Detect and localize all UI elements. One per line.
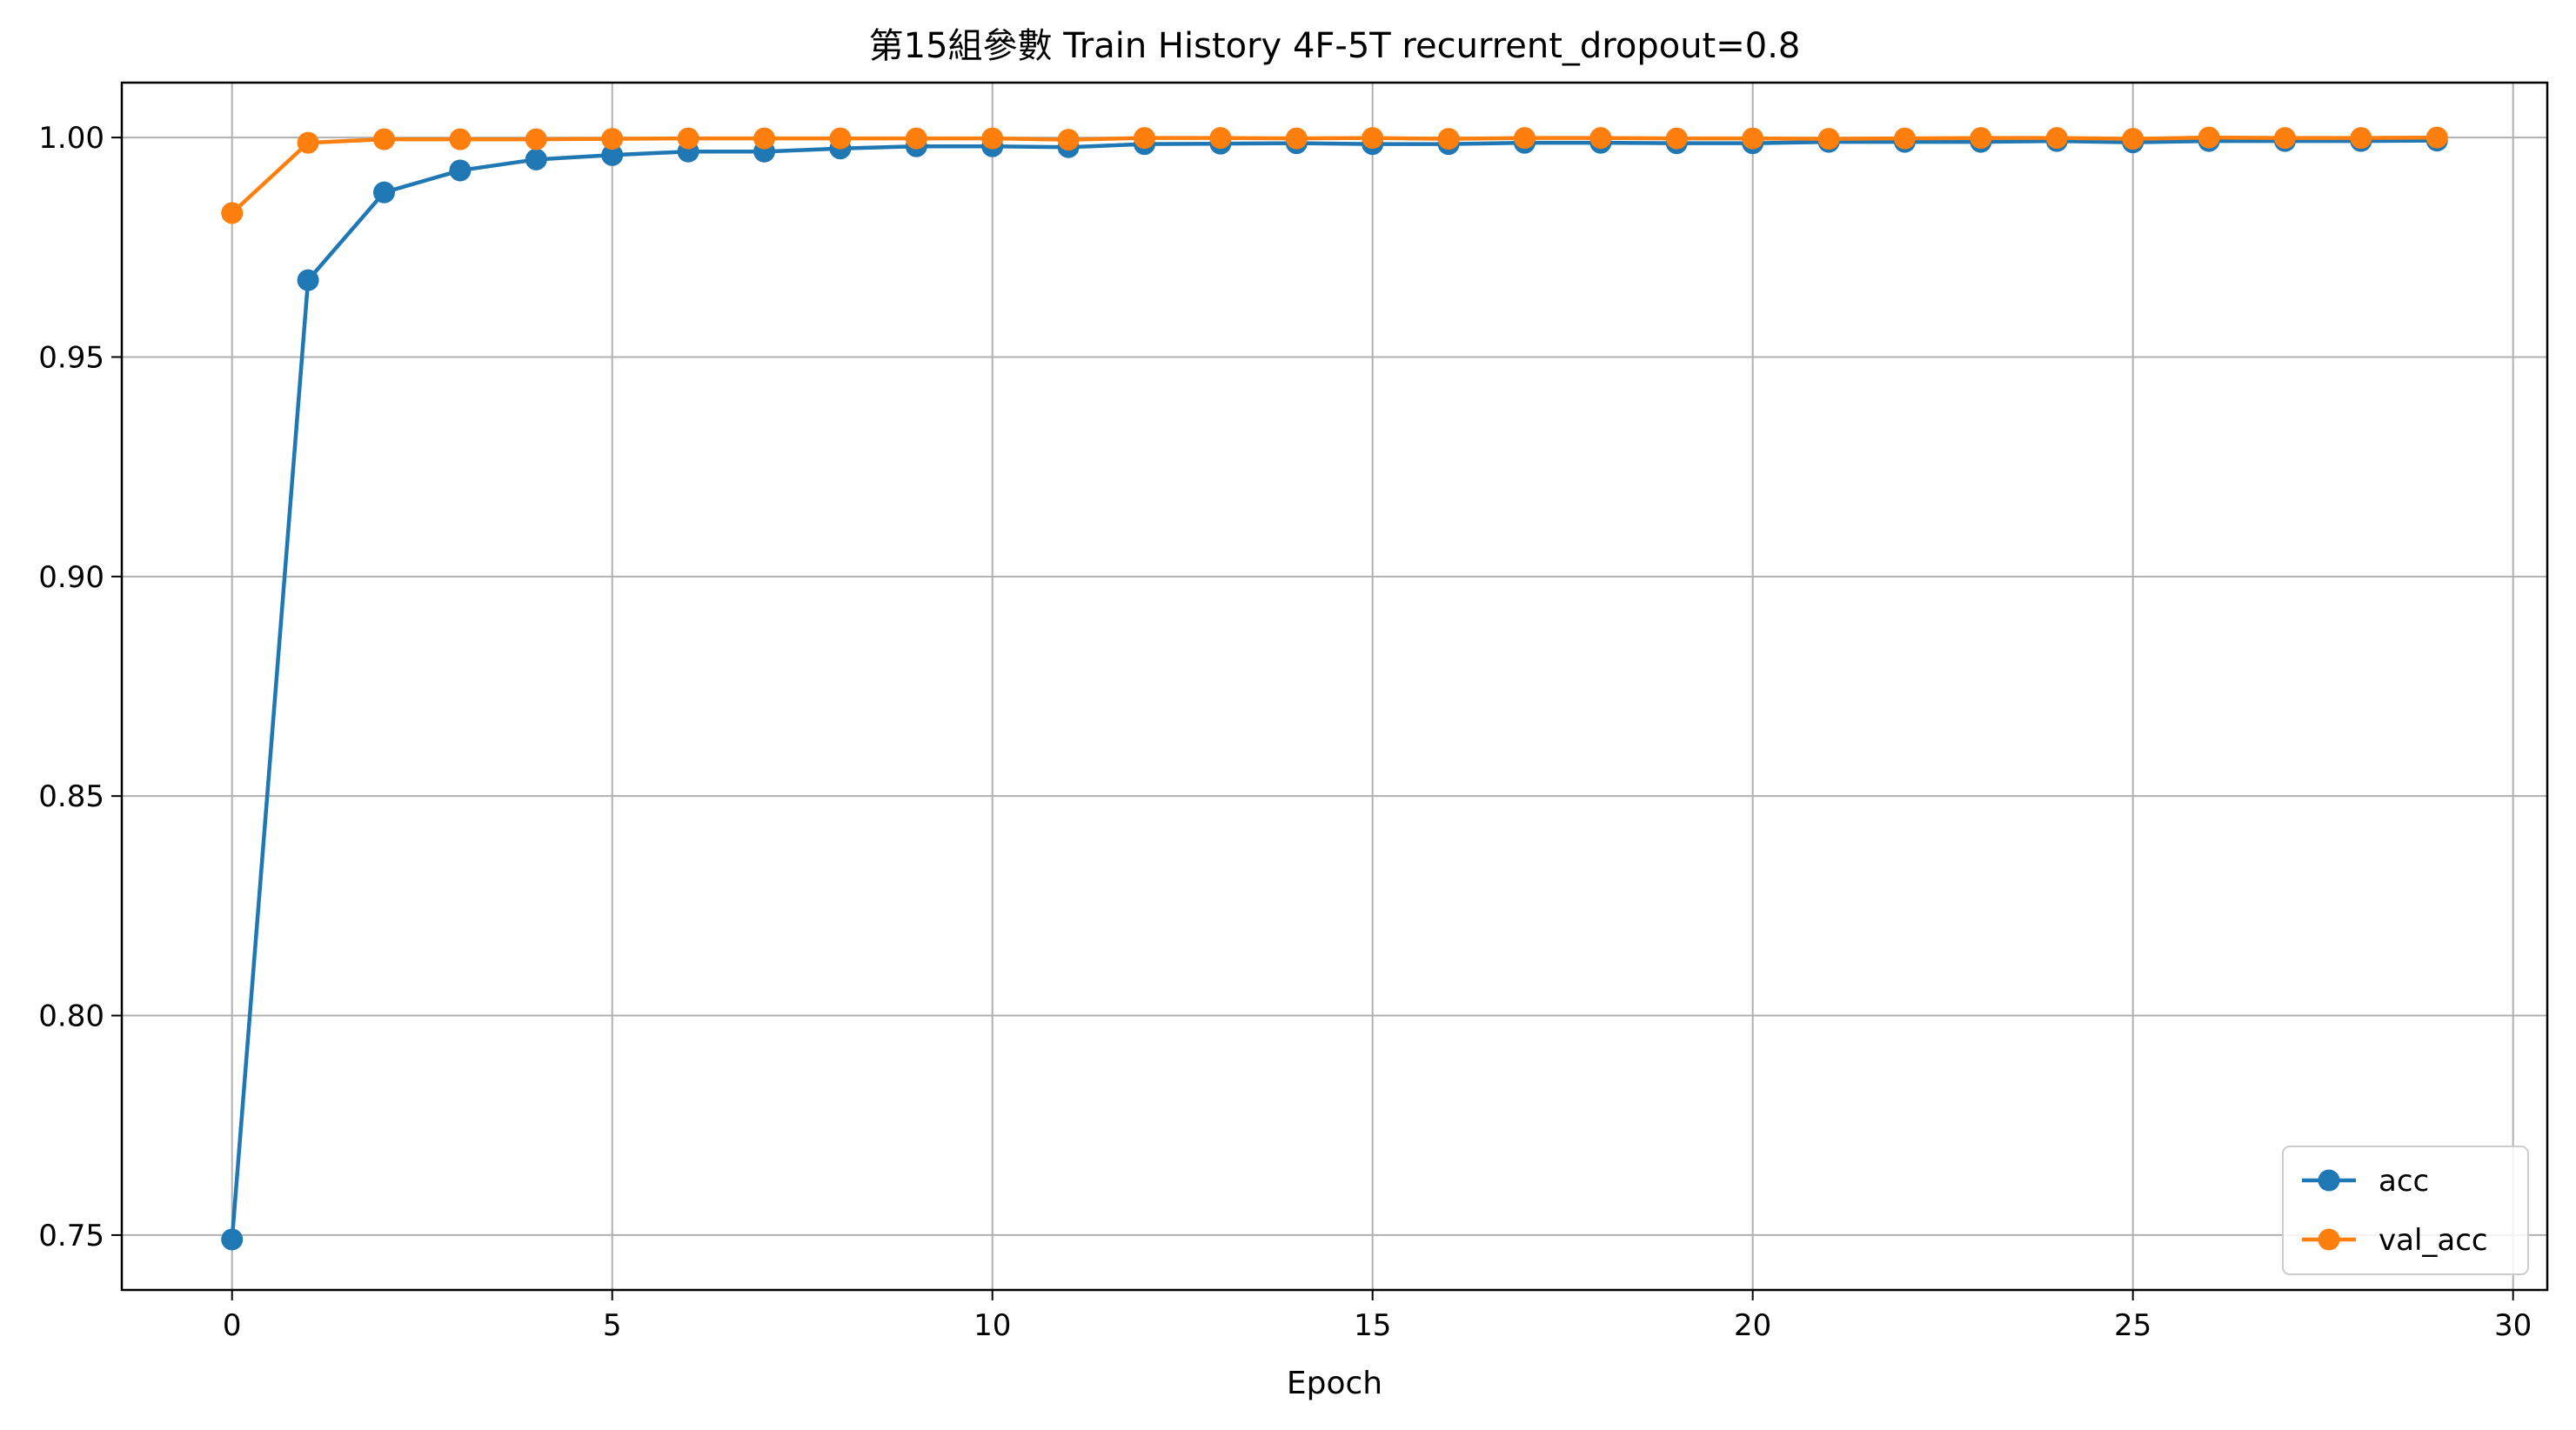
chart-title: 第15組參數 Train History 4F-5T recurrent_dro… <box>869 26 1801 66</box>
data-point-val_acc <box>1057 129 1080 151</box>
data-point-acc <box>601 144 624 166</box>
x-tick-label: 25 <box>2114 1308 2151 1343</box>
data-point-val_acc <box>981 127 1004 150</box>
x-tick-label: 30 <box>2494 1308 2532 1343</box>
data-point-val_acc <box>449 128 472 150</box>
series-line-acc <box>230 138 2438 1240</box>
data-point-val_acc <box>905 127 927 150</box>
data-point-val_acc <box>1134 127 1156 150</box>
x-tick-label: 10 <box>974 1308 1011 1343</box>
x-axis-label: Epoch <box>1287 1366 1382 1401</box>
data-point-val_acc <box>1589 127 1612 150</box>
y-tick-label: 0.85 <box>38 779 104 814</box>
x-tick-label: 0 <box>223 1308 242 1343</box>
data-point-val_acc <box>829 127 852 150</box>
data-point-val_acc <box>1209 127 1232 150</box>
legend-item-val_acc: val_acc <box>2302 1223 2488 1258</box>
legend: acc val_acc <box>2282 1146 2529 1275</box>
x-tick-label: 20 <box>1734 1308 1771 1343</box>
x-tick-label: 15 <box>1354 1308 1391 1343</box>
data-point-val_acc <box>1665 127 1688 150</box>
y-tick-label: 1.00 <box>38 121 104 156</box>
data-point-val_acc <box>753 127 776 150</box>
data-point-val_acc <box>1437 128 1460 150</box>
legend-item-acc: acc <box>2302 1164 2429 1199</box>
data-point-val_acc <box>2425 126 2448 149</box>
data-point-acc <box>449 159 472 182</box>
data-point-val_acc <box>297 131 319 154</box>
data-point-acc <box>221 1228 244 1251</box>
data-point-val_acc <box>2198 126 2220 149</box>
data-point-val_acc <box>677 127 699 150</box>
y-tick-label: 0.95 <box>38 340 104 375</box>
legend-swatch-marker <box>2318 1169 2340 1192</box>
data-point-val_acc <box>2273 127 2296 150</box>
y-tick-label: 0.90 <box>38 560 104 595</box>
data-point-val_acc <box>1817 128 1840 150</box>
legend-swatch-marker <box>2318 1228 2340 1251</box>
data-point-val_acc <box>373 128 396 150</box>
legend-label: acc <box>2379 1164 2429 1199</box>
data-point-val_acc <box>221 202 244 224</box>
series-val_acc <box>221 126 2448 224</box>
data-point-val_acc <box>601 128 624 150</box>
data-point-val_acc <box>1285 127 1308 150</box>
y-tick-label: 0.80 <box>38 999 104 1034</box>
x-tick-label: 5 <box>603 1308 622 1343</box>
data-point-val_acc <box>2350 127 2372 150</box>
data-point-acc <box>297 269 319 291</box>
data-point-val_acc <box>2045 127 2068 150</box>
series-layer <box>221 126 2448 1251</box>
data-point-val_acc <box>1893 127 1916 150</box>
axis-ticks: 0 5 10 15 20 25 30 0.75 0.80 0.85 0.90 0.95 1.00 <box>38 121 2532 1343</box>
data-point-acc <box>373 181 396 204</box>
data-point-val_acc <box>1742 127 1764 150</box>
plot-area-frame <box>120 81 2549 1292</box>
data-point-val_acc <box>1513 127 1536 150</box>
y-tick-label: 0.75 <box>38 1219 104 1253</box>
data-point-val_acc <box>1970 127 1992 150</box>
data-point-val_acc <box>2122 128 2144 150</box>
data-point-val_acc <box>525 128 547 150</box>
legend-label: val_acc <box>2379 1223 2488 1258</box>
data-point-val_acc <box>1362 127 1384 150</box>
series-line-val_acc <box>231 135 2438 215</box>
data-point-acc <box>525 148 547 170</box>
